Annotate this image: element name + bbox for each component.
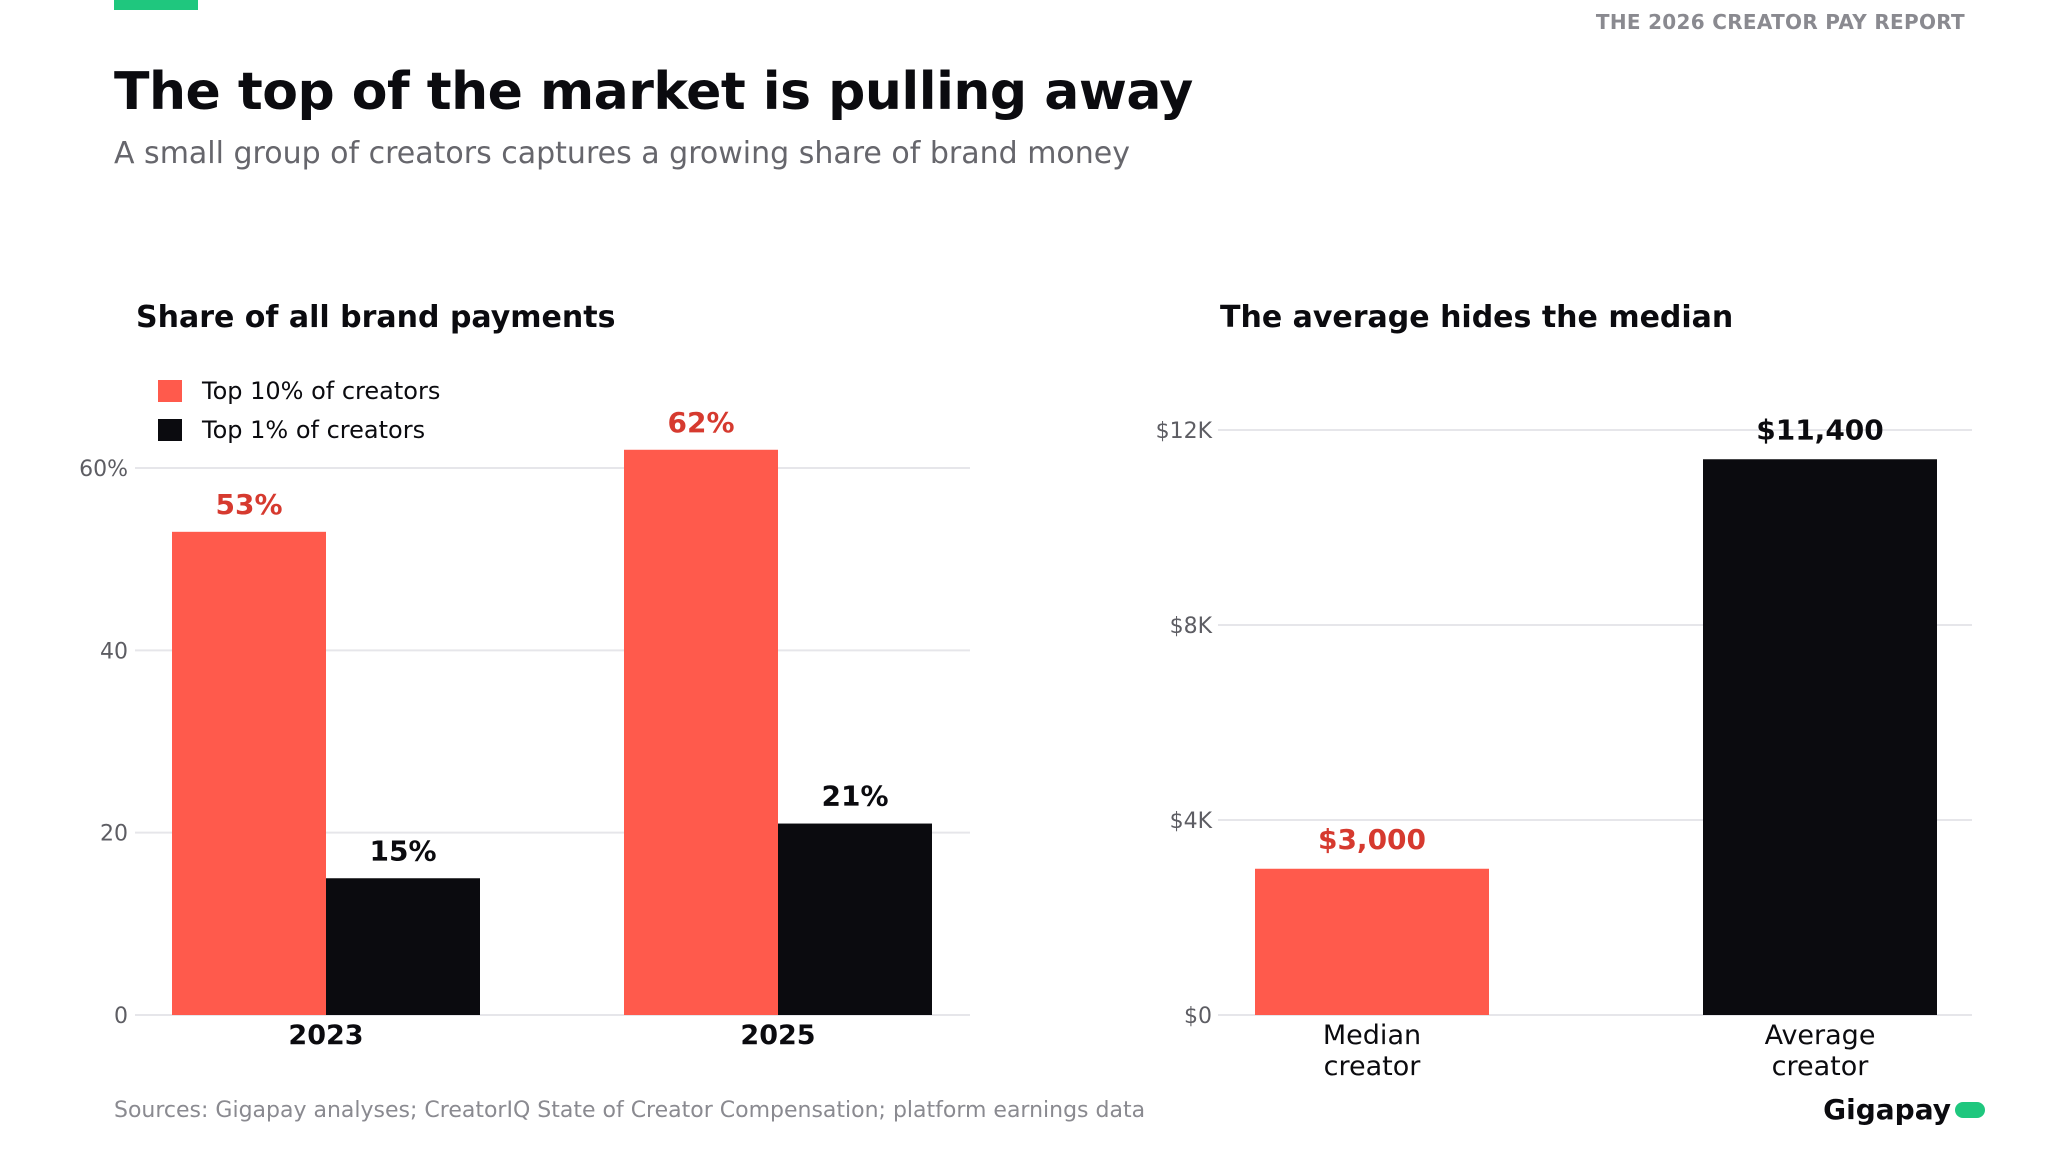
left-bar bbox=[624, 449, 778, 1015]
right-bar-value-label: $3,000 bbox=[1318, 823, 1426, 856]
right-y-tick-label: $8K bbox=[1170, 614, 1213, 639]
sources-note: Sources: Gigapay analyses; CreatorIQ Sta… bbox=[114, 1098, 1146, 1123]
right-y-tick-label: $4K bbox=[1170, 809, 1213, 834]
right-category-label: Median bbox=[1323, 1020, 1421, 1051]
left-bar bbox=[172, 531, 326, 1015]
left-chart-title: Share of all brand payments bbox=[136, 300, 616, 335]
right-bar bbox=[1255, 868, 1489, 1015]
left-category-label: 2023 bbox=[288, 1020, 363, 1051]
left-bar bbox=[778, 823, 932, 1015]
left-bar-value-label: 21% bbox=[821, 780, 888, 813]
legend-swatch bbox=[158, 419, 182, 441]
right-bar bbox=[1703, 459, 1937, 1015]
left-category-label: 2025 bbox=[740, 1020, 815, 1051]
left-bar-value-label: 15% bbox=[369, 834, 436, 867]
page-subtitle: A small group of creators captures a gro… bbox=[114, 136, 1131, 171]
brand-logo: Gigapay bbox=[1823, 1093, 1985, 1126]
page-title: The top of the market is pulling away bbox=[114, 62, 1193, 122]
right-category-label: creator bbox=[1772, 1051, 1870, 1082]
right-chart-title: The average hides the median bbox=[1220, 300, 1734, 335]
legend-label: Top 10% of creators bbox=[201, 377, 440, 405]
left-y-tick-label: 40 bbox=[100, 639, 128, 664]
accent-bar bbox=[114, 0, 198, 10]
right-bar-value-label: $11,400 bbox=[1756, 413, 1884, 446]
left-y-tick-label: 60% bbox=[79, 457, 128, 482]
brand-name: Gigapay bbox=[1823, 1093, 1951, 1126]
right-category-label: Average bbox=[1765, 1020, 1876, 1051]
report-tag: THE 2026 CREATOR PAY REPORT bbox=[1595, 10, 1965, 34]
right-y-tick-label: $12K bbox=[1156, 419, 1213, 444]
left-y-tick-label: 0 bbox=[114, 1004, 128, 1029]
legend-swatch bbox=[158, 380, 182, 402]
right-category-label: creator bbox=[1324, 1051, 1422, 1082]
left-bar-value-label: 62% bbox=[667, 406, 734, 439]
left-bar-value-label: 53% bbox=[215, 488, 282, 521]
brand-dot-icon bbox=[1955, 1101, 1985, 1118]
legend-label: Top 1% of creators bbox=[201, 416, 425, 444]
left-y-tick-label: 20 bbox=[100, 822, 128, 847]
left-bar bbox=[326, 878, 480, 1015]
right-y-tick-label: $0 bbox=[1184, 1004, 1212, 1029]
